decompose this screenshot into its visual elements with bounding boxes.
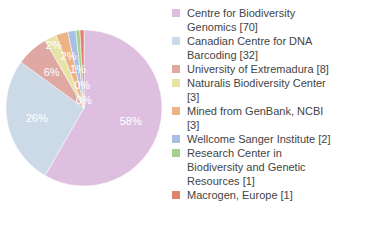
slice-label: 0%	[76, 94, 92, 106]
legend-swatch	[172, 107, 180, 115]
legend-swatch	[172, 9, 180, 17]
legend-label: Canadian Centre for DNABarcoding [32]	[187, 35, 313, 61]
legend-swatch	[172, 37, 180, 45]
legend-swatch	[172, 149, 180, 157]
slice-label: 0%	[74, 79, 90, 91]
legend-swatch	[172, 135, 180, 143]
legend-label: Wellcome Sanger Institute [2]	[187, 133, 330, 145]
chart: 58%26%6%2%2%1%0%0%Centre for Biodiversit…	[0, 0, 380, 240]
slice-label: 2%	[46, 39, 62, 51]
legend-label: Macrogen, Europe [1]	[187, 189, 293, 201]
slice-label: 58%	[120, 115, 142, 127]
slice-label: 26%	[26, 112, 48, 124]
legend-label: Centre for BiodiversityGenomics [70]	[187, 7, 296, 33]
legend-label: Research Center inBiodiversity and Genet…	[187, 147, 306, 187]
legend-label: Mined from GenBank, NCBI[3]	[187, 105, 323, 131]
legend-swatch	[172, 65, 180, 73]
legend-swatch	[172, 191, 180, 199]
legend-swatch	[172, 79, 180, 87]
legend-label: Naturalis Biodiversity Center[3]	[187, 77, 326, 103]
slice-label: 1%	[70, 63, 86, 75]
legend: Centre for BiodiversityGenomics [70]Cana…	[172, 7, 330, 201]
pie	[6, 30, 162, 186]
legend-label: University of Extremadura [8]	[187, 63, 329, 75]
slice-label: 6%	[44, 66, 60, 78]
slice-label: 2%	[61, 50, 77, 62]
